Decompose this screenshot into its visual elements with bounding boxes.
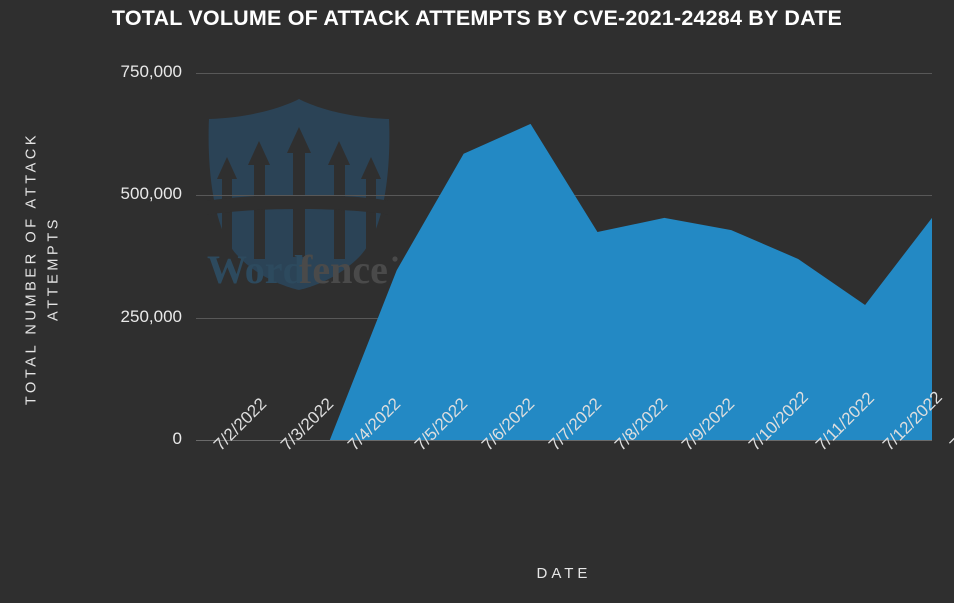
x-tick-label: 7/10/2022 bbox=[745, 388, 812, 455]
page-title: TOTAL VOLUME OF ATTACK ATTEMPTS BY CVE-2… bbox=[111, 6, 843, 30]
x-tick-label: 7/5/2022 bbox=[411, 394, 471, 455]
plot-area: Word fence bbox=[196, 73, 932, 441]
x-axis-title: DATE bbox=[536, 565, 592, 582]
y-tick-label: 750,000 bbox=[120, 62, 182, 81]
x-tick-label: 7/4/2022 bbox=[344, 394, 404, 455]
x-tick-label: 7/6/2022 bbox=[478, 394, 538, 455]
area-series bbox=[329, 123, 932, 440]
x-tick-label: 7/11/2022 bbox=[812, 388, 878, 455]
x-tick-label: 7/12/2022 bbox=[879, 388, 946, 455]
x-tick-label: 7/8/2022 bbox=[611, 394, 671, 455]
y-tick-label: 0 bbox=[172, 429, 182, 448]
x-tick-label: 7/7/2022 bbox=[545, 394, 605, 455]
area-fill-path bbox=[329, 123, 932, 440]
x-tick-label: 7/13/2022 bbox=[946, 387, 954, 455]
x-tick-label: 7/3/2022 bbox=[276, 394, 338, 455]
y-tick-label: 250,000 bbox=[120, 306, 182, 326]
x-tick-label: 7/2/2022 bbox=[210, 394, 271, 455]
y-tick-label: 500,000 bbox=[120, 184, 182, 204]
x-tick-label: 7/9/2022 bbox=[678, 394, 738, 455]
gridline bbox=[196, 440, 932, 441]
gridline bbox=[196, 73, 932, 74]
x-axis-tick-labels: 7/2/20227/3/20227/4/20227/5/20227/6/2022… bbox=[196, 388, 954, 551]
